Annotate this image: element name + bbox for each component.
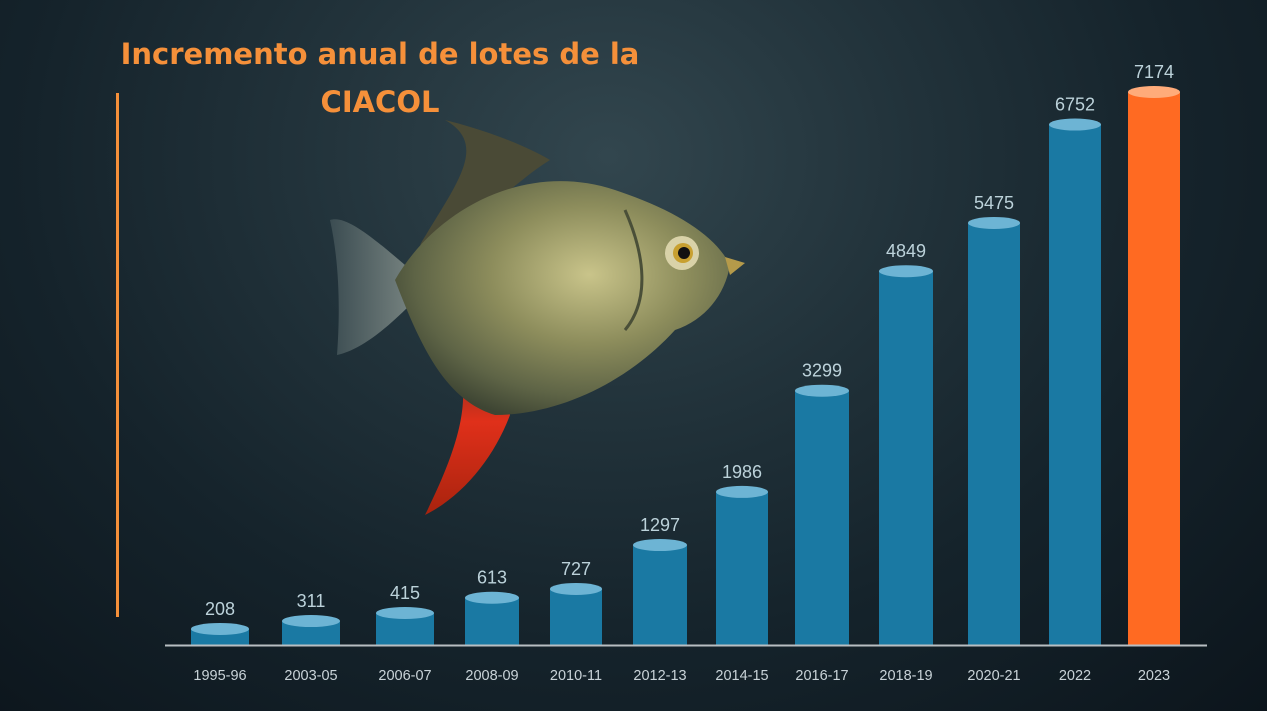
x-tick-label: 2008-09 xyxy=(465,668,518,684)
bar-cap xyxy=(282,615,340,628)
x-tick-label: 2006-07 xyxy=(378,668,431,684)
value-label: 415 xyxy=(390,583,420,603)
x-tick-label: 2018-19 xyxy=(879,668,932,684)
value-label: 727 xyxy=(561,559,591,579)
bar-cap xyxy=(968,216,1020,229)
bars-group xyxy=(191,86,1180,645)
bar-cap xyxy=(550,582,602,595)
fish-tail-fin xyxy=(330,219,410,355)
bar-body xyxy=(716,491,768,645)
value-label: 4849 xyxy=(886,241,926,261)
value-label: 3299 xyxy=(802,361,842,381)
bar-2020-21 xyxy=(968,216,1020,645)
bar-body xyxy=(465,597,519,645)
bar-cap xyxy=(191,622,249,635)
bar-cap xyxy=(465,591,519,604)
x-tick-label: 2023 xyxy=(1138,668,1170,684)
value-label: 311 xyxy=(297,591,326,611)
accent-vertical-line xyxy=(116,93,119,617)
bar-body xyxy=(1049,124,1101,645)
bar-2006-07 xyxy=(376,607,434,645)
chart-title-line-1: Incremento anual de lotes de la xyxy=(120,37,640,71)
x-tick-label: 2014-15 xyxy=(715,668,768,684)
bar-cap xyxy=(633,539,687,552)
bar-2012-13 xyxy=(633,539,687,645)
bar-2022 xyxy=(1049,118,1101,645)
bar-cap xyxy=(1049,118,1101,131)
fish-dorsal-fin xyxy=(420,120,550,245)
bar-cap xyxy=(1128,86,1180,98)
chart-title-line-2: CIACOL xyxy=(320,85,440,119)
bar-body xyxy=(968,222,1020,645)
bar-2018-19 xyxy=(879,265,933,645)
x-tick-label: 2012-13 xyxy=(633,668,686,684)
bar-2014-15 xyxy=(716,485,768,645)
bar-body xyxy=(550,588,602,645)
bar-body xyxy=(282,621,340,645)
bar-cap xyxy=(795,384,849,397)
fish-illustration xyxy=(330,120,745,515)
bar-body xyxy=(879,271,933,645)
value-label: 613 xyxy=(477,568,507,588)
value-label: 208 xyxy=(205,599,235,619)
value-label: 1297 xyxy=(640,515,680,535)
bar-2016-17 xyxy=(795,384,849,645)
bar-2003-05 xyxy=(282,615,340,645)
bar-cap xyxy=(716,485,768,498)
bar-body xyxy=(633,545,687,645)
value-label: 6752 xyxy=(1055,95,1095,115)
bar-cap xyxy=(376,607,434,620)
value-label: 5475 xyxy=(974,193,1014,213)
value-label: 1986 xyxy=(722,462,762,482)
x-tick-label: 2020-21 xyxy=(967,668,1020,684)
x-tick-label: 2016-17 xyxy=(795,668,848,684)
bar-1995-96 xyxy=(191,622,249,645)
x-tick-label: 1995-96 xyxy=(193,668,246,684)
bar-2008-09 xyxy=(465,591,519,645)
fish-body xyxy=(395,181,730,415)
x-tick-label: 2022 xyxy=(1059,668,1091,684)
value-label: 7174 xyxy=(1134,62,1174,82)
bar-body xyxy=(1128,92,1180,645)
bar-2010-11 xyxy=(550,582,602,645)
bar-cap xyxy=(879,265,933,278)
labels-group: 208 1995-96 311 2003-05 415 2006-07 613 2008-09… xyxy=(193,62,1174,684)
bar-body xyxy=(795,390,849,645)
chart-title: Incremento anual de lotes de la CIACOL xyxy=(100,30,660,126)
bar-2023 xyxy=(1128,86,1180,645)
x-tick-label: 2003-05 xyxy=(284,668,337,684)
x-tick-label: 2010-11 xyxy=(550,668,602,684)
